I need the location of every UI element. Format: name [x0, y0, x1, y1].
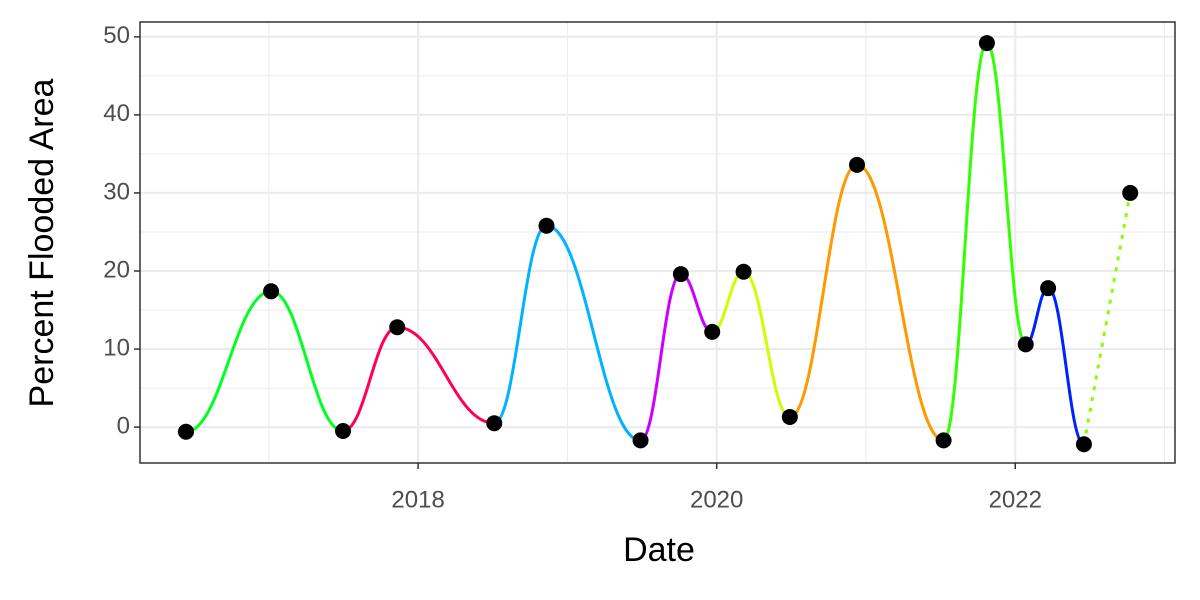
point: [538, 217, 555, 234]
line-segment: [185, 289, 272, 434]
y-tick-label: 50: [103, 22, 130, 49]
point: [486, 415, 503, 432]
point: [632, 432, 649, 449]
point: [177, 423, 194, 440]
point: [704, 323, 721, 340]
line-segment: [1082, 192, 1132, 445]
line-segment: [1047, 286, 1085, 446]
point: [935, 432, 952, 449]
point: [1017, 336, 1034, 353]
line-segment: [985, 41, 1028, 346]
panel-border: [139, 21, 1176, 464]
line-segment: [546, 224, 641, 442]
line-segment: [397, 325, 495, 425]
line-segment: [270, 289, 344, 433]
line-segment: [493, 224, 548, 425]
point: [672, 266, 689, 283]
point: [389, 319, 406, 336]
line-segment: [639, 272, 682, 442]
point: [1122, 184, 1139, 201]
point: [978, 35, 995, 52]
x-tick-label: 2018: [391, 486, 444, 513]
line-segment: [789, 163, 858, 419]
y-tick-label: 0: [117, 412, 130, 439]
x-tick-label: 2022: [989, 486, 1042, 513]
y-tick-label: 40: [103, 100, 130, 127]
x-axis-title: Date: [623, 531, 695, 569]
point: [735, 263, 752, 280]
line-segment: [742, 270, 791, 419]
y-tick-label: 20: [103, 256, 130, 283]
point: [263, 283, 280, 300]
x-tick-label: 2020: [690, 486, 743, 513]
y-tick-label: 10: [103, 334, 130, 361]
y-axis-title: Percent Flooded Area: [23, 78, 61, 407]
point: [335, 422, 352, 439]
line-segment: [342, 325, 398, 433]
point: [849, 156, 866, 173]
point: [781, 408, 798, 425]
panel: [140, 22, 1175, 463]
line-segment: [856, 163, 945, 442]
line-segment: [942, 41, 989, 442]
point: [1075, 436, 1092, 453]
point: [1040, 280, 1057, 297]
y-tick-label: 30: [103, 178, 130, 205]
